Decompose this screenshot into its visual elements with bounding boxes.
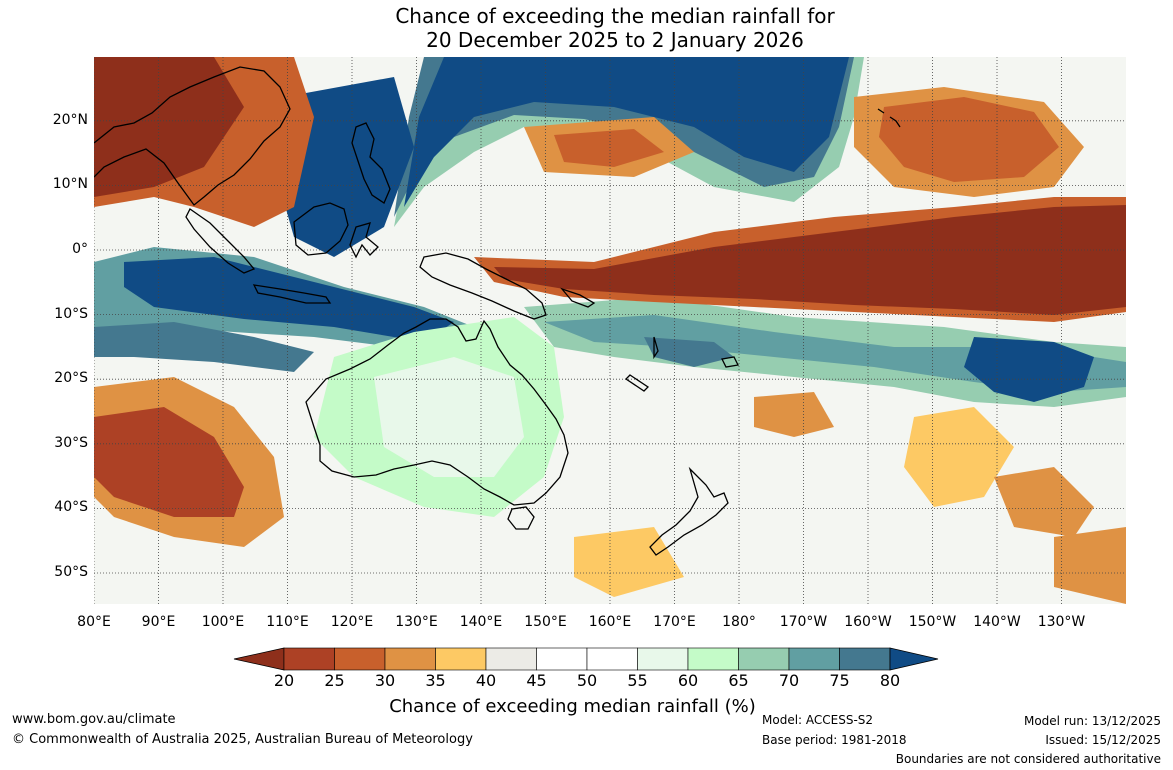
longitude-label: 170°E: [653, 614, 696, 630]
footer-issued: Issued: 15/12/2025: [1045, 733, 1161, 747]
colorbar-tick-label: 50: [576, 671, 598, 690]
longitude-label: 120°E: [330, 614, 374, 630]
longitude-label: 90°E: [141, 614, 176, 630]
colorbar-segment: [384, 647, 436, 671]
colorbar-tick-label: 30: [374, 671, 396, 690]
longitude-label: 140°W: [973, 614, 1021, 630]
map-canvas: [94, 57, 1126, 604]
colorbar-tick-label: 80: [879, 671, 901, 690]
colorbar-tick-label: 25: [324, 671, 345, 690]
colorbar-extend-low: [233, 647, 285, 671]
colorbar-segment: [738, 647, 790, 671]
longitude-label: 100°E: [201, 614, 245, 630]
colorbar-segment: [485, 647, 537, 671]
colorbar-title: Chance of exceeding median rainfall (%): [389, 696, 756, 717]
latitude-label: 50°S: [54, 564, 88, 580]
colorbar-tick-label: 75: [829, 671, 850, 690]
colorbar-segment: [536, 647, 588, 671]
probability-shading: [94, 57, 1126, 604]
coastline-new-guinea: [419, 252, 547, 320]
title-line-2: 20 December 2025 to 2 January 2026: [426, 28, 804, 52]
rainfall-probability-map: [94, 57, 1126, 604]
longitude-label: 180°: [722, 614, 756, 630]
coastline-hawaii: [877, 108, 901, 128]
longitude-label: 150°E: [524, 614, 567, 630]
coastline-sulawesi: [349, 222, 379, 259]
colorbar-segment: [283, 647, 335, 671]
longitude-label: 130°W: [1037, 614, 1086, 630]
coastline-new-caledonia: [624, 374, 650, 392]
longitude-label: 170°W: [779, 614, 828, 630]
title-line-1: Chance of exceeding the median rainfall …: [395, 4, 835, 28]
latitude-label: 20°S: [54, 370, 88, 387]
colorbar-segment: [586, 647, 638, 671]
longitude-label: 110°E: [266, 614, 309, 630]
colorbar-segment: [334, 647, 386, 671]
latitude-label: 20°N: [52, 111, 88, 128]
coastline-sumatra: [185, 208, 256, 274]
coastline-vanuatu: [653, 336, 659, 360]
colorbar-extend-high: [889, 647, 939, 671]
coastline-australia: [305, 318, 569, 506]
colorbar-tick-label: 65: [728, 671, 749, 690]
coastline-fiji: [721, 356, 739, 368]
colorbar: [233, 647, 939, 671]
coastline-tasmania: [507, 506, 535, 530]
longitude-label: 130°E: [395, 614, 438, 630]
footer-model: Model: ACCESS-S2: [762, 713, 874, 727]
latitude-label: 10°N: [52, 176, 88, 193]
coastlines: [94, 66, 901, 556]
colorbar-tick-label: 60: [677, 671, 699, 690]
footer-base-period: Base period: 1981-2018: [762, 733, 907, 747]
coastline-new-zealand: [649, 466, 729, 556]
coastline-se-asia: [94, 66, 291, 206]
map-title: Chance of exceeding the median rainfall …: [0, 4, 1173, 52]
colorbar-tick-label: 55: [627, 671, 648, 690]
footer-model-run: Model run: 13/12/2025: [1023, 714, 1161, 728]
colorbar-segment: [687, 647, 739, 671]
colorbar-tick-label: 40: [475, 671, 497, 690]
colorbar-tick-label: 35: [425, 671, 446, 690]
longitude-label: 150°W: [908, 614, 957, 630]
colorbar-tick-label: 70: [778, 671, 800, 690]
latitude-label: 30°S: [54, 434, 88, 451]
colorbar-segment: [435, 647, 487, 671]
latitude-label: 10°S: [54, 305, 88, 322]
graticule: [94, 57, 1126, 604]
latitude-label: 40°S: [54, 499, 88, 516]
colorbar-tick-label: 45: [526, 671, 547, 690]
coastline-solomon-islands: [560, 287, 596, 308]
latitude-label: 0°: [72, 241, 88, 257]
longitude-label: 140°E: [459, 614, 503, 630]
colorbar-segment: [637, 647, 689, 671]
footer-copyright: © Commonwealth of Australia 2025, Austra…: [12, 732, 473, 747]
coastline-borneo: [293, 202, 349, 256]
footer-disclaimer: Boundaries are not considered authoritat…: [895, 752, 1161, 766]
coastline-java: [252, 284, 332, 304]
footer-url: www.bom.gov.au/climate: [12, 712, 176, 727]
colorbar-segment: [839, 647, 891, 671]
longitude-label: 160°W: [844, 614, 892, 630]
longitude-label: 80°E: [77, 614, 111, 630]
coastline-philippines: [351, 122, 391, 204]
colorbar-segment: [788, 647, 840, 671]
longitude-label: 160°E: [588, 614, 632, 630]
colorbar-tick-label: 20: [273, 671, 295, 690]
